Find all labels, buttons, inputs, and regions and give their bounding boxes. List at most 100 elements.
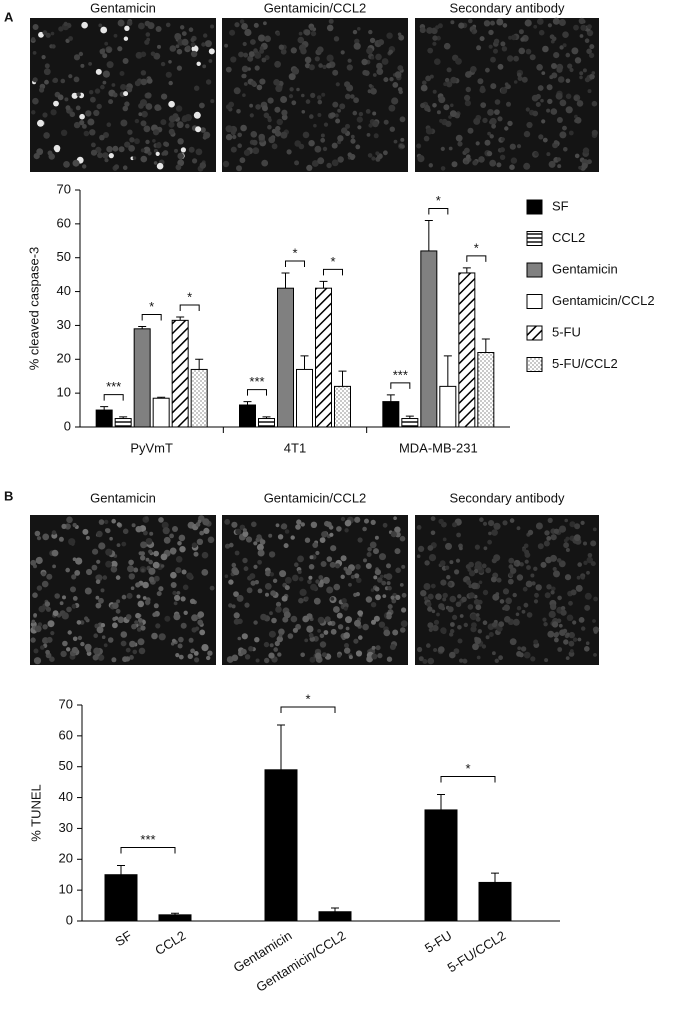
cell (576, 100, 584, 107)
cell (516, 574, 524, 581)
image-caption: Gentamicin (90, 490, 156, 505)
cell (353, 97, 359, 104)
cell (529, 54, 536, 61)
cell (233, 618, 240, 625)
cell (131, 623, 137, 630)
cell (145, 537, 153, 545)
cell (546, 108, 551, 113)
cell (108, 99, 114, 105)
cell (116, 543, 121, 547)
cell (95, 602, 102, 609)
cell (160, 119, 167, 126)
cell (254, 65, 260, 71)
cell (464, 147, 470, 154)
cell (479, 36, 485, 42)
cell (490, 20, 495, 26)
cell (516, 526, 521, 531)
cell (552, 17, 560, 25)
error-bar (117, 864, 125, 875)
cell (42, 112, 48, 118)
cell (318, 575, 324, 580)
cell (140, 70, 147, 76)
error-bar (424, 219, 433, 251)
cell (264, 583, 272, 590)
cell (462, 658, 468, 664)
cell (122, 528, 129, 535)
cell (309, 555, 314, 560)
cell (335, 82, 340, 87)
cell (392, 629, 399, 636)
cell (296, 519, 302, 525)
cell (587, 553, 593, 558)
cell (447, 606, 454, 613)
cell (459, 546, 463, 551)
cell (268, 136, 276, 144)
cell (433, 619, 440, 625)
cell (53, 100, 59, 107)
cell (565, 78, 571, 84)
cell (573, 24, 579, 31)
cell (371, 653, 378, 660)
legend-swatch (526, 294, 543, 309)
cell (248, 646, 254, 652)
cell (71, 574, 77, 580)
y-tick-label: 30 (59, 820, 73, 835)
cell (83, 130, 90, 137)
cell (361, 58, 368, 66)
cell (300, 48, 307, 55)
error-bar (157, 396, 166, 399)
cell (438, 603, 445, 610)
cell (538, 134, 544, 140)
cell (573, 95, 579, 101)
cell (340, 50, 345, 55)
cell (265, 570, 272, 577)
cell (523, 162, 531, 170)
bar (424, 809, 458, 922)
image-caption: Secondary antibody (450, 490, 565, 505)
cell (121, 541, 127, 547)
cell (399, 535, 406, 542)
cell (292, 574, 299, 582)
cell (304, 638, 309, 643)
cell (314, 145, 322, 153)
cell (458, 22, 465, 29)
cell (285, 576, 292, 584)
cell (497, 116, 503, 122)
cell (493, 38, 500, 44)
cell (140, 555, 146, 561)
cell (397, 65, 404, 71)
cell (278, 44, 285, 50)
cell (246, 587, 253, 594)
cell (129, 137, 135, 143)
cell (463, 622, 468, 628)
y-tick-label: 60 (57, 215, 71, 230)
cell (155, 623, 161, 629)
cell (319, 633, 325, 639)
cell (450, 622, 455, 627)
cell (68, 36, 73, 41)
cell (576, 575, 581, 580)
cell (564, 574, 572, 581)
cell (177, 541, 182, 546)
cell (505, 597, 512, 605)
cell (578, 17, 585, 25)
cell (150, 51, 156, 57)
cell (315, 550, 320, 556)
cell (401, 607, 407, 613)
cell (82, 164, 87, 169)
cell (262, 105, 268, 112)
bar (318, 911, 352, 922)
cell (509, 164, 515, 170)
cell (431, 609, 436, 614)
cell (250, 80, 257, 87)
cell (527, 529, 534, 536)
cell (172, 526, 178, 532)
cell (375, 645, 381, 651)
cell (281, 523, 288, 530)
cell (398, 34, 405, 41)
cell (254, 52, 262, 59)
cell (504, 82, 509, 87)
cell (579, 75, 583, 80)
cell (553, 140, 559, 145)
